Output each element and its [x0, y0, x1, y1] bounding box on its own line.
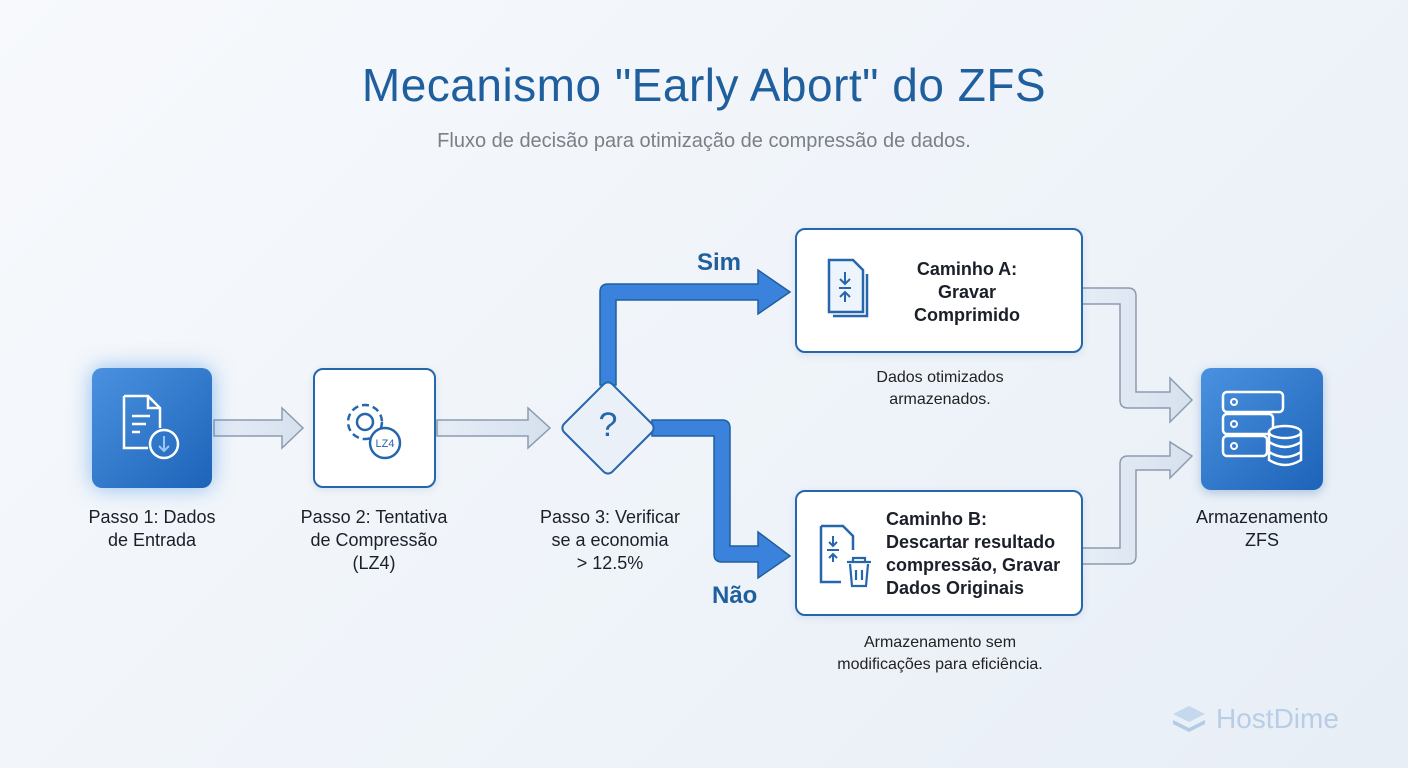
- logo-text: HostDime: [1216, 703, 1339, 734]
- decision-diamond: [561, 381, 655, 475]
- page-title: Mecanismo "Early Abort" do ZFS: [361, 59, 1047, 111]
- arrow-pathb-to-storage: [1081, 440, 1194, 565]
- path-a-title: Caminho A: Gravar Comprimido: [914, 259, 1020, 325]
- step1-label: Passo 1: Dados de Entrada: [88, 507, 216, 550]
- step3-label: Passo 3: Verificar se a economia > 12.5%: [539, 507, 681, 573]
- hostdime-logo: HostDime: [1170, 702, 1339, 736]
- layers-logo-icon: [1173, 706, 1205, 732]
- step2-label: Passo 2: Tentativa de Compressão (LZ4): [300, 507, 448, 573]
- arrow-yes: [599, 268, 792, 386]
- storage-node: [1201, 368, 1323, 490]
- gear-lz4-icon: LZ4: [346, 403, 402, 460]
- document-download-icon: [122, 394, 180, 460]
- path-b-caption: Armazenamento sem modificações para efici…: [837, 634, 1043, 673]
- arrow-patha-to-storage: [1081, 287, 1194, 424]
- path-a-caption: Dados otimizados armazenados.: [876, 369, 1004, 408]
- page-subtitle: Fluxo de decisão para otimização de comp…: [437, 130, 971, 152]
- step2-node: LZ4: [313, 368, 436, 488]
- compress-file-trash-icon: [819, 524, 871, 588]
- step1-node: [92, 368, 212, 488]
- compress-file-icon: [827, 258, 869, 318]
- arrow-no: [651, 419, 792, 580]
- server-database-icon: [1221, 390, 1303, 467]
- question-icon: ?: [598, 406, 618, 444]
- arrow-step1-to-step2: [213, 406, 305, 450]
- storage-label: Armazenamento ZFS: [1195, 507, 1329, 550]
- path-b-title: Caminho B: Descartar resultado compressão,…: [886, 509, 1061, 598]
- branch-yes-label: Sim: [697, 249, 742, 276]
- branch-no-label: Não: [712, 582, 758, 609]
- path-b-node: Caminho B: Descartar resultado compressão,…: [795, 490, 1083, 616]
- svg-text:LZ4: LZ4: [376, 438, 395, 450]
- path-a-node: Caminho A: Gravar Comprimido: [795, 228, 1083, 353]
- arrow-step2-to-step3: [436, 406, 552, 450]
